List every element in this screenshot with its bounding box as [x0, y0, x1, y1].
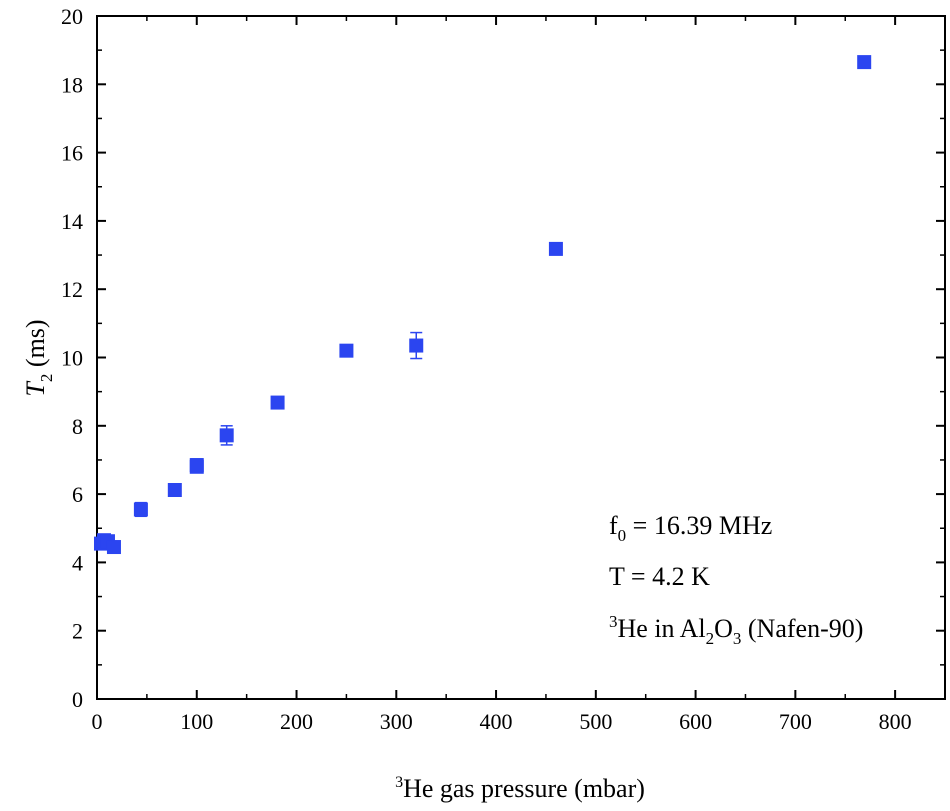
annotation-temperature: T = 4.2 K [609, 562, 710, 591]
data-point [189, 459, 204, 474]
y-tick-label: 6 [72, 482, 83, 507]
annotation-sample-c: (Nafen-90) [741, 614, 863, 643]
annotation-sample-a: He in Al [618, 614, 706, 643]
y-tick-label: 14 [61, 209, 83, 234]
y-axis-ticks [97, 15, 945, 700]
data-point [106, 540, 121, 555]
x-tick-label: 600 [679, 709, 712, 734]
x-axis-ticks [96, 16, 897, 699]
y-tick-label: 4 [72, 550, 83, 575]
y-tick-label: 16 [61, 141, 83, 166]
data-point [409, 338, 424, 353]
data-point [548, 241, 563, 256]
x-tick-label: 200 [280, 709, 313, 734]
x-tick-label: 100 [180, 709, 213, 734]
y-tick-label: 2 [72, 619, 83, 644]
y-axis-tick-labels: 0 2 4 6 8 10 12 14 16 18 20 [61, 4, 83, 712]
annotation-sample-b: O [714, 614, 733, 643]
x-axis-label: 3He gas pressure (mbar) [395, 774, 645, 803]
y-axis-label-subscript: 2 [37, 374, 56, 383]
annotation-frequency-sub: 0 [618, 526, 627, 545]
y-axis-label-units: (ms) [21, 319, 50, 373]
x-tick-label: 500 [579, 709, 612, 734]
plot-frame [96, 15, 946, 700]
y-tick-label: 20 [61, 4, 83, 29]
y-axis-label-symbol: T [21, 381, 50, 397]
y-tick-label: 12 [61, 277, 83, 302]
y-tick-label: 10 [61, 346, 83, 371]
data-markers [93, 55, 872, 555]
data-point [133, 502, 148, 517]
x-axis-tick-labels: 0 100 200 300 400 500 600 700 800 [92, 709, 912, 734]
x-tick-label: 700 [779, 709, 812, 734]
data-point [857, 55, 872, 70]
y-tick-label: 0 [72, 687, 83, 712]
annotation-sample: 3He in Al2O3 (Nafen-90) [609, 612, 863, 648]
data-point [270, 395, 285, 410]
annotation-frequency-main: f [609, 511, 618, 540]
y-axis-label: T2 (ms) [21, 319, 56, 396]
annotation-sample-sup: 3 [609, 612, 618, 631]
data-point [339, 343, 354, 358]
data-point [167, 483, 182, 498]
x-tick-label: 800 [879, 709, 912, 734]
annotation-sample-sub2: 3 [733, 629, 742, 648]
data-point [219, 428, 234, 443]
annotation-temperature-main: T = 4.2 K [609, 562, 710, 591]
annotation-frequency: f0 = 16.39 MHz [609, 511, 772, 545]
x-tick-label: 0 [92, 709, 103, 734]
y-tick-label: 8 [72, 414, 83, 439]
x-axis-label-text: He gas pressure (mbar) [403, 774, 645, 803]
error-bars [94, 57, 871, 552]
x-tick-label: 300 [380, 709, 413, 734]
annotation-frequency-rest: = 16.39 MHz [626, 511, 772, 540]
y-tick-label: 18 [61, 72, 83, 97]
x-axis-label-sup: 3 [395, 774, 403, 791]
annotation-sample-sub1: 2 [706, 629, 715, 648]
x-tick-label: 400 [480, 709, 513, 734]
